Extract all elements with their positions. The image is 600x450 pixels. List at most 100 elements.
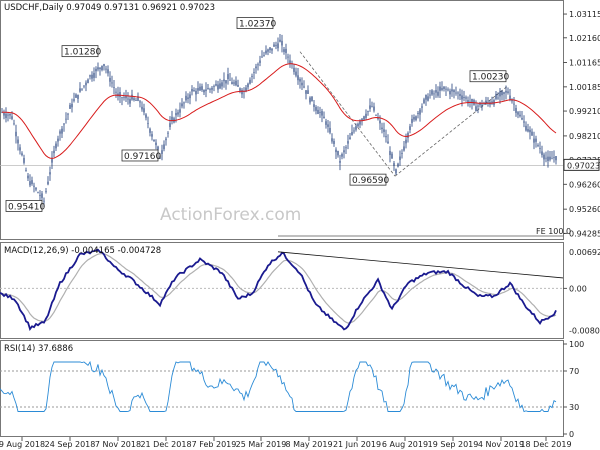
rsi-title: RSI(14) 37.6886 [4,344,73,354]
candle-body [213,86,215,87]
candle-body [23,158,25,163]
candle-body [89,75,91,77]
price-tick-label: 1.02160 [569,34,600,43]
candle-body [53,150,55,154]
candle-body [313,104,315,107]
candle-body [399,156,401,160]
current-price-box [563,158,600,171]
candle-body [239,88,241,91]
candle-body [491,101,493,104]
candle-body [295,71,297,76]
candle-body [427,96,429,101]
candle-body [209,88,211,90]
candle-body [257,64,259,66]
candle-body [87,79,89,84]
candle-body [229,79,231,81]
candle-body [433,93,435,95]
macd-tick-label: 0.00 [569,284,587,293]
candle-body [397,163,399,167]
candle-body [307,90,309,94]
candle-body [549,156,551,160]
candle-body [371,106,373,108]
grid-lines [0,51,563,408]
candle-body [407,132,409,138]
candle-body [11,116,13,119]
candle-body [27,175,29,179]
fib-dashed-line [394,85,509,177]
candle-body [251,75,253,77]
candle-body [467,100,469,104]
macd-signal-line [0,252,557,324]
candle-body [487,102,489,103]
candle-body [51,157,53,163]
candle-body [201,86,203,91]
price-annotation-box [236,17,274,29]
candle-body [223,79,225,82]
candle-body [139,101,141,103]
macd-trendline [277,251,564,279]
candle-body [245,87,247,92]
candle-body [49,172,51,175]
candle-body [297,75,299,81]
candle-body [83,85,85,87]
candle-body [349,137,351,140]
candle-body [379,120,381,124]
candle-body [207,88,209,90]
candle-body [547,156,549,161]
candle-body [241,89,243,95]
candle-body [365,113,367,118]
candle-body [325,121,327,125]
candle-body [497,97,499,99]
price-annotation-label: 0.95410 [8,202,45,212]
candle-body [43,200,45,202]
candle-body [363,116,365,120]
date-tick-label: 25 Mar 2019 [236,440,287,449]
candle-body [107,69,109,74]
candle-body [531,131,533,136]
candle-body [525,125,527,131]
candle-body [419,109,421,115]
fib-dashed-line [299,51,396,177]
candle-body [93,72,95,78]
candle-body [247,83,249,88]
candle-body [155,142,157,146]
candle-body [25,170,27,171]
date-tick-label: 21 Jun 2019 [333,440,381,449]
candle-body [59,131,61,134]
candle-body [7,114,9,116]
candle-body [197,88,199,91]
candle-body [149,128,151,133]
candle-body [439,86,441,91]
candle-body [541,151,543,155]
candle-body [41,193,43,198]
current-price-label: 0.97023 [567,161,600,170]
candle-body [443,86,445,89]
candle-body [181,103,183,107]
macd-line [0,248,557,331]
rsi-tick-label: 30 [569,403,579,412]
candle-body [471,98,473,104]
candle-body [269,47,271,51]
candle-body [13,123,15,125]
candle-body [153,139,155,142]
candle-body [495,94,497,99]
candle-body [285,48,287,53]
candle-body [537,145,539,146]
candle-body [451,89,453,92]
candle-body [57,138,59,142]
candle-body [97,67,99,70]
date-tick-label: 7 Nov 2018 [95,440,141,449]
candle-body [333,141,335,144]
date-tick-label: 6 Aug 2019 [382,440,428,449]
candle-body [415,116,417,121]
candle-body [249,79,251,84]
candle-body [317,109,319,114]
candle-body [351,132,353,135]
candle-body [237,84,239,87]
candle-body [279,39,281,42]
candle-body [345,147,347,149]
price-tick-label: 0.96260 [569,180,600,189]
candle-body [55,143,57,149]
candle-body [265,50,267,54]
